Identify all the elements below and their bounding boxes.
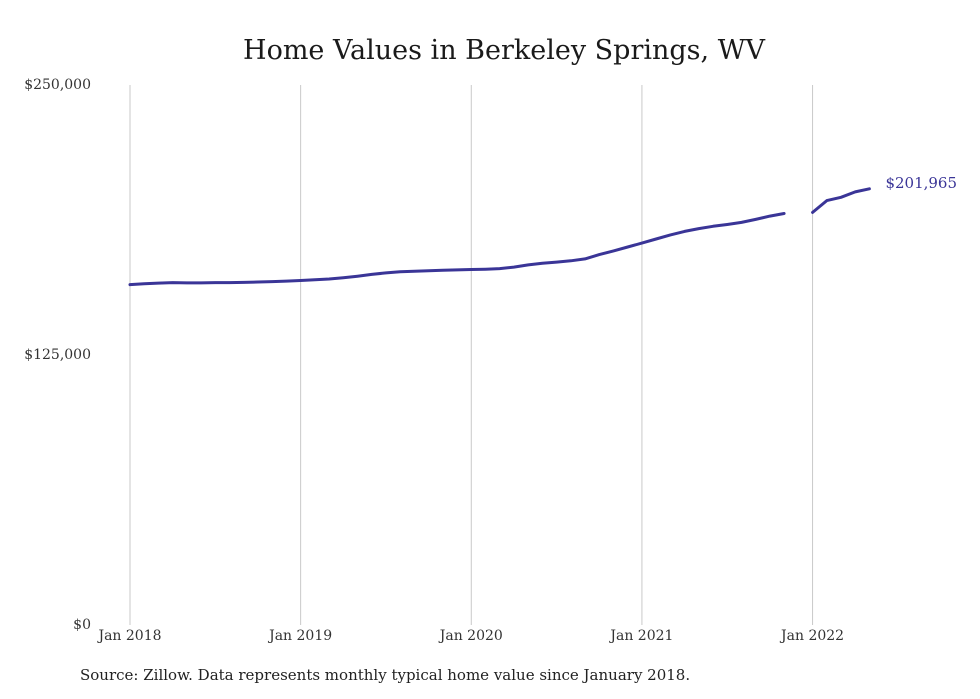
x-axis: Jan 2018 Jan 2019 Jan 2020 Jan 2021 Jan 2022 <box>96 628 844 644</box>
x-tick-label: Jan 2018 <box>96 628 161 644</box>
chart-title: Home Values in Berkeley Springs, WV <box>243 35 765 66</box>
x-tick-label: Jan 2021 <box>608 628 673 644</box>
x-tick-label: Jan 2022 <box>779 628 844 644</box>
series-lines <box>128 187 871 287</box>
source-note: Source: Zillow. Data represents monthly … <box>80 666 691 684</box>
line-chart: Home Values in Berkeley Springs, WV $0 $1… <box>24 35 957 644</box>
series-line <box>811 187 871 214</box>
end-value-label: $201,965 <box>885 174 957 192</box>
grid-lines <box>129 85 814 625</box>
series-line <box>128 212 786 287</box>
y-tick-label: $0 <box>73 617 91 633</box>
x-tick-label: Jan 2020 <box>438 628 503 644</box>
x-tick-label: Jan 2019 <box>267 628 332 644</box>
y-axis: $0 $125,000 $250,000 <box>24 77 91 633</box>
y-tick-label: $250,000 <box>24 77 91 93</box>
y-tick-label: $125,000 <box>24 347 91 363</box>
